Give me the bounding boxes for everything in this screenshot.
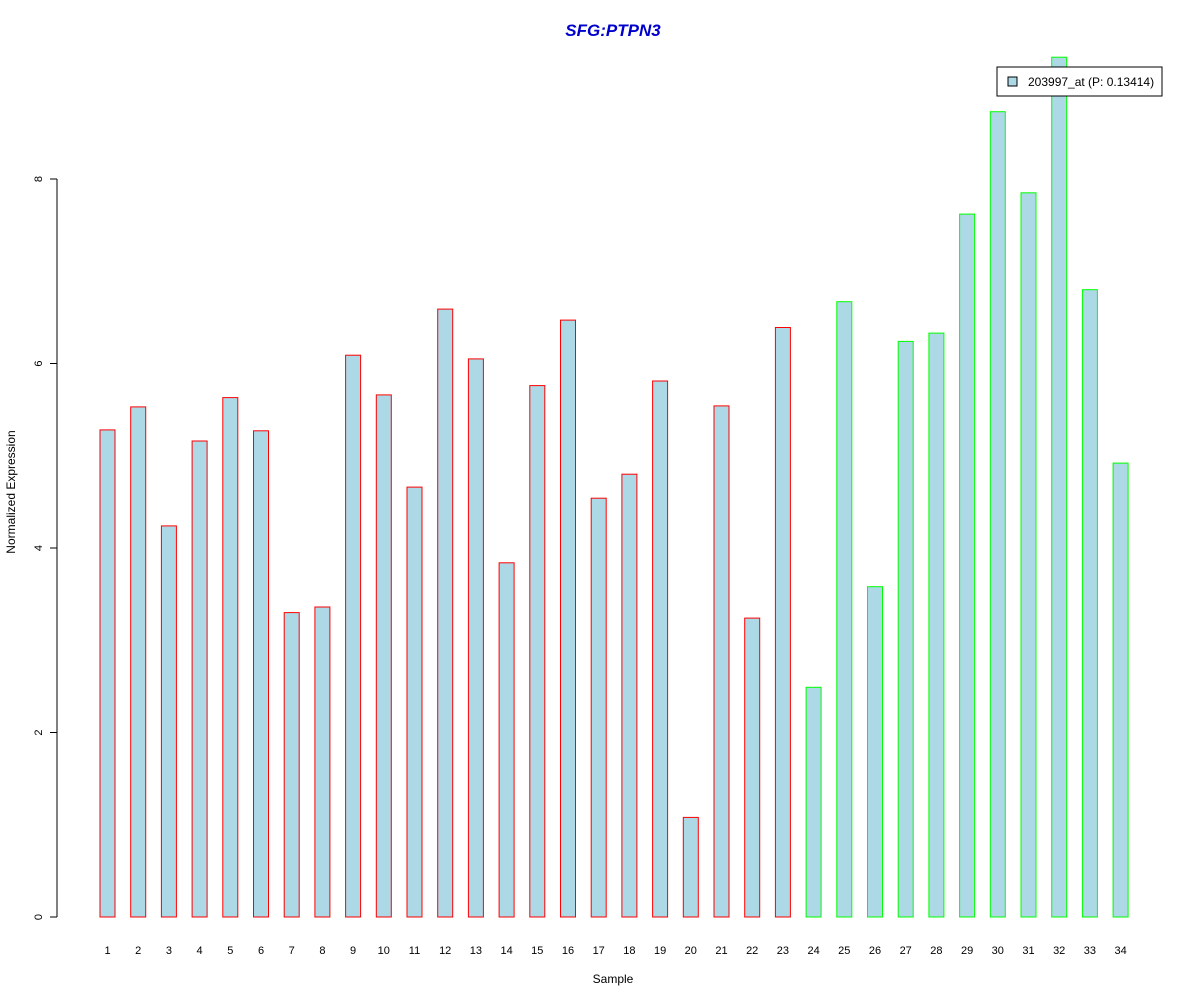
bar-19 [652,380,669,918]
bar-34 [1112,462,1129,918]
x-tick-label-14: 14 [500,945,512,957]
x-tick-label-24: 24 [807,945,819,957]
x-tick-label-26: 26 [869,945,881,957]
bar-18 [621,473,638,918]
bar-17 [590,497,607,918]
x-tick-label-19: 19 [654,945,666,957]
legend-swatch [1007,76,1018,87]
bar-3 [160,525,177,918]
legend-box [996,66,1163,97]
x-tick-label-16: 16 [562,945,574,957]
x-tick-label-5: 5 [227,945,233,957]
y-axis-label: Normalized Expression [4,430,18,553]
bar-27 [897,340,914,918]
bar-2 [130,406,147,918]
bar-22 [744,617,761,918]
x-tick-label-3: 3 [166,945,172,957]
bar-28 [928,332,945,918]
bar-25 [836,301,853,918]
chart-title: SFG:PTPN3 [565,21,661,40]
bar-12 [437,308,454,918]
x-tick-label-6: 6 [258,945,264,957]
bar-7 [283,612,300,918]
x-tick-label-31: 31 [1022,945,1034,957]
bar-14 [498,562,515,918]
bar-31 [1020,192,1037,918]
x-tick-label-13: 13 [470,945,482,957]
bar-24 [805,686,822,918]
x-tick-label-34: 34 [1114,945,1126,957]
bar-4 [191,440,208,918]
x-tick-label-7: 7 [289,945,295,957]
x-tick-label-33: 33 [1084,945,1096,957]
x-tick-label-23: 23 [777,945,789,957]
x-tick-label-21: 21 [715,945,727,957]
bar-29 [959,213,976,918]
bar-9 [345,354,362,918]
bar-5 [222,397,239,918]
x-tick-label-15: 15 [531,945,543,957]
y-tick-label: 4 [33,545,45,551]
bar-16 [560,319,576,918]
bars [99,56,1129,918]
x-tick-label-20: 20 [685,945,697,957]
x-axis-label: Sample [593,972,634,986]
bar-11 [406,486,423,918]
x-tick-label-4: 4 [197,945,203,957]
x-tick-label-1: 1 [104,945,110,957]
x-tick-labels: 1 2 3 4 5 6 7 8 9 10 11 12 13 14 15 16 17 18 19 20 21 22 23 24 2… [104,945,1126,957]
bar-20 [682,816,699,918]
y-tick-label: 8 [33,176,45,182]
x-tick-label-32: 32 [1053,945,1065,957]
bar-15 [529,385,546,918]
x-tick-label-8: 8 [319,945,325,957]
legend: 203997_at (P: 0.13414) [996,66,1163,97]
x-tick-label-30: 30 [992,945,1004,957]
x-tick-label-22: 22 [746,945,758,957]
bar-33 [1081,289,1098,918]
x-tick-label-2: 2 [135,945,141,957]
y-tick-label: 0 [33,914,45,920]
x-tick-label-10: 10 [378,945,390,957]
x-tick-label-18: 18 [623,945,635,957]
bar-30 [989,111,1006,918]
bar-13 [467,358,484,918]
x-tick-label-25: 25 [838,945,850,957]
bar-8 [314,606,331,918]
bar-10 [375,394,392,918]
x-tick-label-9: 9 [350,945,356,957]
x-tick-label-28: 28 [930,945,942,957]
bar-26 [867,586,883,918]
x-tick-label-12: 12 [439,945,451,957]
y-tick-label: 2 [33,729,45,735]
y-tick-label: 6 [33,360,45,366]
x-tick-label-17: 17 [593,945,605,957]
bar-1 [99,429,116,918]
y-axis: 0 2 4 6 8 [33,176,58,920]
bar-32 [1051,56,1068,918]
bar-6 [253,430,269,918]
x-tick-label-11: 11 [409,945,420,957]
x-tick-label-27: 27 [900,945,912,957]
bar-21 [713,405,730,918]
legend-label: 203997_at (P: 0.13414) [1028,75,1154,89]
x-tick-label-29: 29 [961,945,973,957]
bar-23 [774,327,791,918]
